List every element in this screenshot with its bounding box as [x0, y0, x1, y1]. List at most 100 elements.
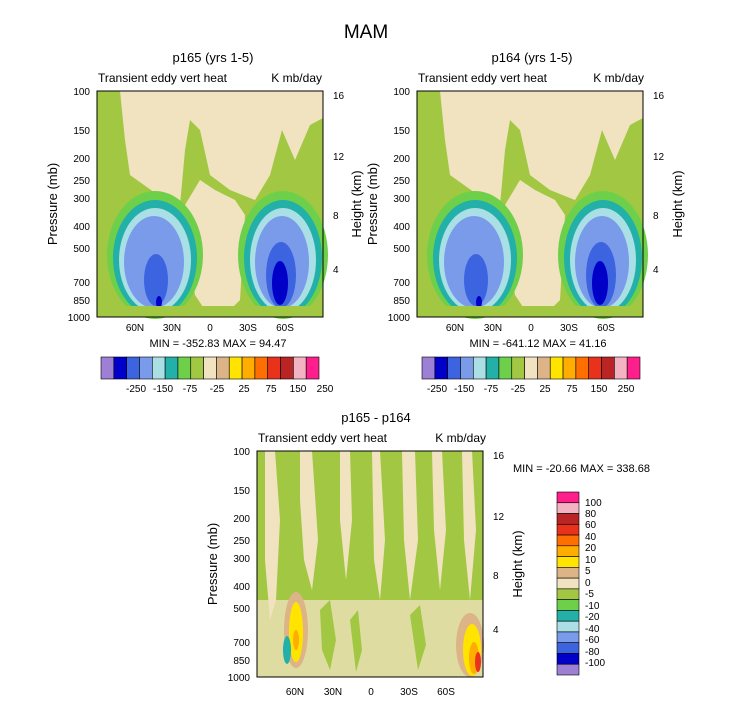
colorbar-swatch: [254, 356, 269, 380]
x-tick-labels: 60N 30N 0 30S 60S: [446, 323, 615, 334]
y-tick-labels: 100 150 200 250 300 400 500 700 850 1000: [228, 447, 251, 684]
colorbar-swatch: [447, 356, 461, 380]
colorbar-swatch: [601, 356, 615, 380]
colorbar-swatch: [562, 356, 577, 380]
colorbar-label: 5: [585, 566, 591, 577]
panel-difference: p165 - p164 Transient eddy vert heat K m…: [205, 410, 650, 698]
main-title: MAM: [344, 22, 388, 43]
colorbar-swatch: [267, 356, 281, 380]
colorbar-swatch: [556, 491, 580, 504]
colorbar: -250 -150 -75 -25 25 75 150 250: [100, 356, 334, 395]
plot-frame: [256, 450, 484, 678]
panel-subtitle-right: K mb/day: [435, 431, 486, 445]
colorbar-swatch: [556, 599, 580, 611]
colorbar-swatch: [556, 523, 580, 536]
y-right-tick-label: 4: [333, 265, 339, 276]
colorbar-labels: -250 -150 -75 -25 25 75 150 250: [126, 384, 334, 395]
x-tick-label: 30N: [484, 323, 502, 334]
contour-mid-blue-left: [144, 254, 168, 306]
colorbar-label: -250: [126, 384, 146, 395]
y-axis-label: Pressure (mb): [45, 163, 60, 245]
contour-red-right: [475, 652, 481, 672]
panel-title: p165 - p164: [341, 410, 410, 425]
colorbar-label: 100: [585, 498, 602, 509]
colorbar-label: 150: [591, 384, 608, 395]
colorbar-label: -10: [585, 601, 600, 612]
contour-dark-blue-left: [476, 296, 482, 308]
contour-tan-center: [185, 180, 245, 310]
x-tick-label: 30S: [239, 323, 257, 334]
contour-field: [417, 91, 648, 319]
y-right-tick-label: 16: [333, 91, 345, 102]
colorbar-swatch: [537, 356, 551, 380]
colorbar-label: 25: [238, 384, 250, 395]
panel-title: p165 (yrs 1-5): [173, 50, 254, 65]
y-tick-label: 500: [233, 604, 250, 615]
y-tick-label: 250: [73, 176, 90, 187]
colorbar-swatch: [421, 356, 436, 380]
colorbar-swatch: [139, 356, 153, 380]
colorbar-swatch: [511, 356, 525, 380]
colorbar-label: 150: [290, 384, 307, 395]
y-right-tick-label: 4: [493, 625, 499, 636]
y-right-tick-labels: 16 12 8 4: [333, 91, 345, 276]
y-tick-label: 400: [233, 582, 250, 593]
y-tick-label: 850: [233, 656, 250, 667]
colorbar-swatch: [460, 356, 474, 380]
x-tick-label: 0: [368, 687, 374, 698]
colorbar-swatch: [472, 356, 487, 380]
contour-tan-streaks: [265, 451, 476, 620]
colorbar-swatch: [293, 356, 307, 380]
y-right-tick-label: 16: [493, 451, 505, 462]
y-axis-label: Pressure (mb): [365, 163, 380, 245]
y-tick-labels: 100 150 200 250 300 400 500 700 850 1000: [68, 87, 91, 324]
contour-green-lower: [320, 600, 426, 672]
x-tick-label: 60S: [276, 323, 294, 334]
y-tick-label: 300: [73, 194, 90, 205]
colorbar-swatch: [190, 356, 204, 380]
colorbar-swatch: [549, 356, 564, 380]
y-tick-label: 700: [393, 278, 410, 289]
contour-dark-blue-left: [156, 296, 162, 308]
colorbar-swatch: [556, 663, 580, 676]
colorbar-label: -25: [511, 384, 526, 395]
colorbar-swatch: [575, 356, 590, 380]
contour-dark-blue-right: [592, 261, 608, 305]
colorbar-label: -60: [585, 635, 600, 646]
colorbar-swatch: [556, 577, 580, 590]
panel-subtitle-right: K mb/day: [271, 71, 322, 85]
y-tick-label: 300: [393, 194, 410, 205]
contour-teal-neg: [283, 636, 291, 664]
y-tick-label: 850: [73, 296, 90, 307]
colorbar-swatch: [485, 356, 500, 380]
colorbar-swatch: [556, 588, 580, 600]
y-right-axis-label: Height (km): [670, 170, 685, 237]
colorbar-label: 250: [317, 384, 334, 395]
colorbar-swatch: [556, 642, 580, 654]
colorbar-label: 75: [265, 384, 277, 395]
panel-subtitle-left: Transient eddy vert heat: [258, 431, 388, 445]
panel-subtitle-left: Transient eddy vert heat: [98, 71, 228, 85]
contour-mid-blue-left: [464, 254, 488, 306]
colorbar-label: -25: [210, 384, 225, 395]
y-right-tick-label: 16: [653, 91, 665, 102]
colorbar-swatch: [434, 356, 448, 380]
y-tick-label: 500: [393, 244, 410, 255]
colorbar-label: 250: [618, 384, 635, 395]
x-tick-label: 30N: [324, 687, 342, 698]
colorbar-swatch: [241, 356, 256, 380]
y-tick-label: 1000: [228, 673, 251, 684]
colorbar-swatch: [498, 356, 513, 380]
x-tick-label: 60S: [597, 323, 615, 334]
colorbar-swatch: [556, 534, 580, 547]
y-tick-label: 100: [393, 87, 410, 98]
y-tick-label: 300: [233, 554, 250, 565]
colorbar-swatch: [556, 653, 580, 665]
colorbar-swatch: [556, 556, 580, 568]
contour-field: [97, 91, 328, 319]
contour-orange-peak: [293, 630, 299, 650]
y-right-tick-label: 8: [493, 571, 499, 582]
y-axis-label: Pressure (mb): [205, 523, 220, 605]
colorbar-label: 40: [585, 532, 597, 543]
